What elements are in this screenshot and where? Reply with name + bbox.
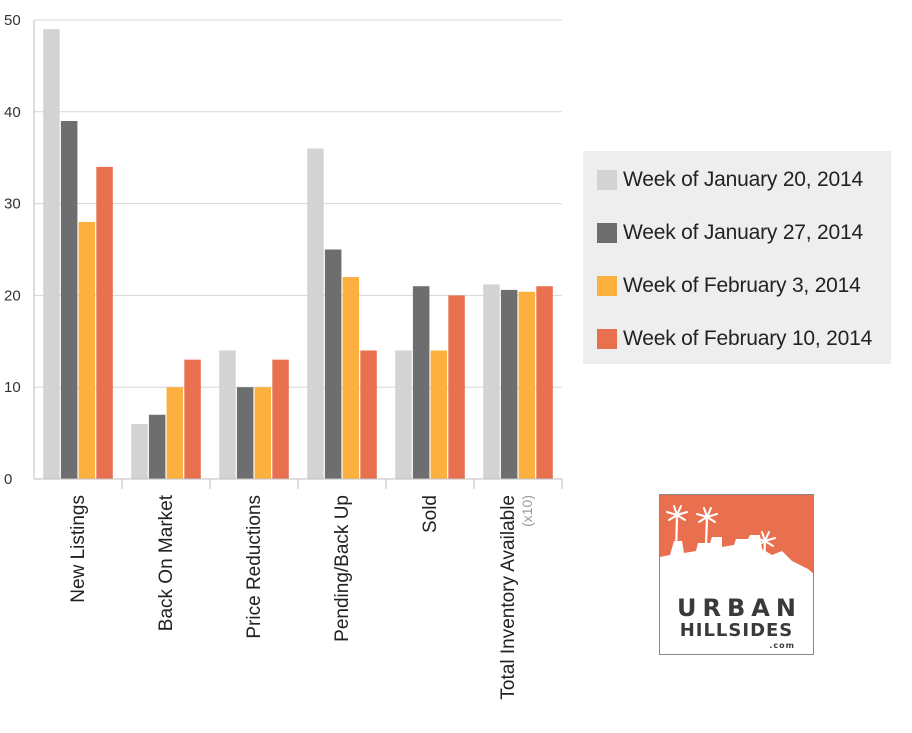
bar: [412, 286, 430, 479]
bar: [184, 359, 201, 479]
palm-frond: [761, 531, 766, 542]
palm-frond: [756, 540, 766, 547]
x-category-label: Sold: [420, 495, 441, 533]
x-category-note: (x10): [519, 495, 535, 527]
legend-swatch: [597, 223, 617, 243]
bar: [78, 221, 96, 479]
x-category-label: New Listings: [68, 495, 89, 603]
palm-frond: [706, 513, 718, 518]
legend-item: Week of January 27, 2014: [597, 218, 863, 248]
palm-frond: [764, 540, 774, 547]
x-category-label: Price Reductions: [244, 495, 265, 639]
palm-frond: [754, 537, 766, 542]
legend-item: Week of January 20, 2014: [597, 165, 863, 195]
bar: [236, 387, 254, 479]
legend: Week of January 20, 2014 Week of January …: [583, 151, 891, 364]
palm-frond: [703, 507, 708, 518]
bars: [43, 29, 553, 480]
legend-item: Week of February 10, 2014: [597, 324, 872, 354]
bar: [395, 350, 412, 479]
palm-frond: [764, 537, 776, 542]
legend-label: Week of January 20, 2014: [623, 168, 863, 191]
y-tick-label: 30: [4, 196, 21, 213]
bar: [60, 120, 78, 479]
palm-frond: [666, 511, 678, 516]
legend-label: Week of February 10, 2014: [623, 327, 873, 350]
skyline-palm-icon: [660, 495, 813, 591]
logo-word-hillsides: HILLSIDES: [679, 620, 794, 641]
bar: [360, 350, 377, 479]
palm-frond: [706, 507, 712, 518]
bar: [43, 29, 60, 480]
y-tick-label: 10: [4, 379, 21, 396]
legend-label: Week of February 3, 2014: [623, 274, 861, 297]
palm-frond: [676, 511, 688, 516]
bar: [430, 350, 448, 479]
legend-swatch: [597, 170, 617, 190]
urban-hillsides-logo: URBAN HILLSIDES .com: [659, 494, 814, 655]
palm-frond: [668, 514, 678, 521]
palm-trunk: [762, 540, 767, 566]
category-labels: New Listings Back On Market Price Reductio…: [68, 494, 535, 699]
palm-trunk: [704, 516, 709, 546]
y-tick-labels: 0 10 20 30 40 50: [4, 12, 21, 488]
y-tick-label: 0: [4, 471, 12, 488]
bar: [448, 295, 465, 479]
skyline-shape: [660, 535, 813, 591]
x-category-label: Pending/Back Up: [332, 495, 353, 642]
palm-trunk: [674, 514, 679, 556]
bar: [96, 166, 113, 479]
x-category-label: Back On Market: [156, 494, 177, 631]
bar: [518, 291, 536, 479]
palm-frond: [706, 516, 716, 523]
y-tick-label: 40: [4, 104, 21, 121]
bar: [166, 387, 184, 479]
bar: [500, 289, 518, 479]
y-tick-label: 50: [4, 12, 21, 29]
y-tick-label: 20: [4, 287, 21, 304]
palm-frond: [764, 531, 770, 542]
palm-frond: [676, 514, 686, 521]
legend-label: Week of January 27, 2014: [623, 221, 863, 244]
axes: [33, 20, 563, 489]
bar: [254, 387, 272, 479]
bar: [342, 277, 360, 479]
palm-frond: [673, 505, 678, 516]
bar: [148, 414, 166, 479]
palm-frond: [676, 505, 682, 516]
logo-word-com: .com: [769, 641, 795, 650]
bar: [483, 284, 500, 479]
logo-word-urban: URBAN: [677, 594, 802, 622]
x-category-label: Total Inventory Available: [498, 495, 519, 700]
bar: [219, 350, 236, 479]
legend-swatch: [597, 276, 617, 296]
bar: [324, 249, 342, 479]
legend-swatch: [597, 329, 617, 349]
legend-item: Week of February 3, 2014: [597, 271, 861, 301]
bar: [307, 148, 324, 479]
palm-frond: [696, 513, 708, 518]
gridlines: [34, 19, 562, 388]
bar: [272, 359, 289, 479]
bar: [536, 286, 553, 479]
palm-frond: [698, 516, 708, 523]
bar: [131, 423, 148, 479]
